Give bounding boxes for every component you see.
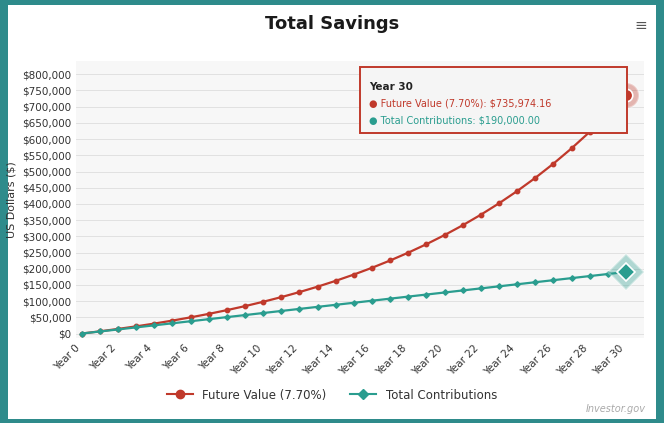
Text: Investor.gov: Investor.gov (586, 404, 645, 414)
Y-axis label: US Dollars ($): US Dollars ($) (7, 162, 17, 238)
Text: Total Savings: Total Savings (265, 15, 399, 33)
Text: Year 30: Year 30 (369, 82, 412, 92)
Text: ● Total Contributions: $190,000.00: ● Total Contributions: $190,000.00 (369, 115, 540, 125)
Text: ● Future Value (7.70%): $735,974.16: ● Future Value (7.70%): $735,974.16 (369, 99, 551, 109)
Legend: Future Value (7.70%), Total Contributions: Future Value (7.70%), Total Contribution… (162, 384, 502, 407)
Text: ≡: ≡ (634, 18, 647, 33)
FancyBboxPatch shape (360, 67, 627, 133)
